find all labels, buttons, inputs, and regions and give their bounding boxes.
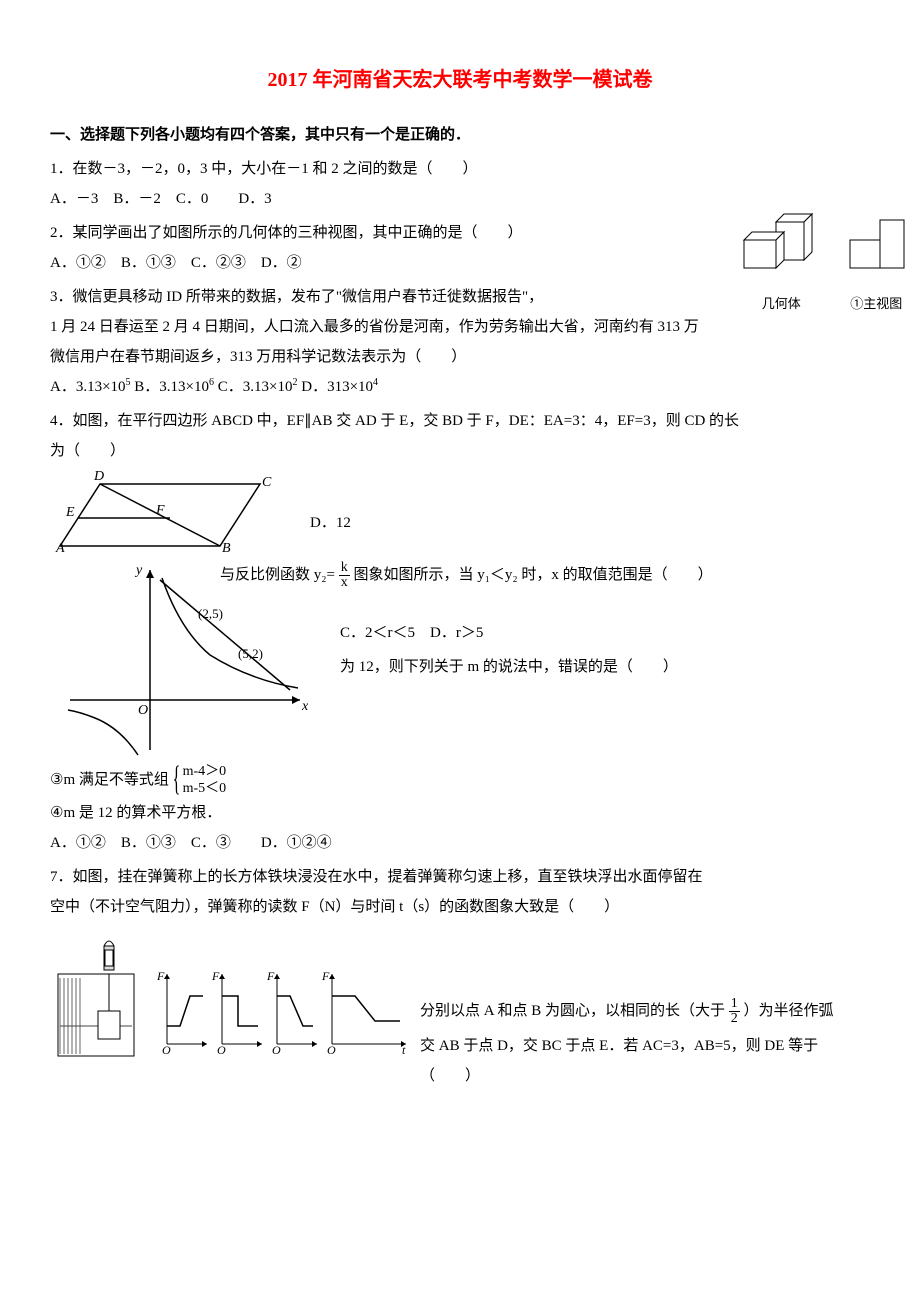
svg-text:F: F — [211, 969, 220, 983]
question-6: ③m 满足不等式组 m-4＞0 m-5＜0 ④m 是 12 的算术平方根． A．… — [50, 764, 870, 858]
q3-line2: 1 月 24 日春运至 2 月 4 日期间，人口流入最多的省份是河南，作为劳务输… — [50, 312, 870, 342]
graph-option-c: FO — [265, 966, 320, 1056]
graph-option-d: F Ot — [320, 966, 410, 1056]
q6-options: A．①② B．①③ C．③ D．①②④ — [50, 828, 870, 858]
label-A: A — [55, 541, 65, 556]
q3-line1: 3．微信更具移动 ID 所带来的数据，发布了"微信用户春节迁徙数据报告"， — [50, 282, 870, 312]
page-title: 2017 年河南省天宏大联考中考数学一模试卷 — [50, 60, 870, 100]
q8-mid3: 交 AB 于点 D，交 BC 于点 E．若 AC=3，AB=5，则 DE 等于（… — [420, 1038, 818, 1084]
label-D: D — [93, 469, 104, 484]
question-1: 1．在数－3，－2，0，3 中，大小在－1 和 2 之间的数是（ ） A．－3 … — [50, 154, 870, 214]
label-E: E — [65, 505, 75, 520]
svg-text:F: F — [156, 969, 165, 983]
fraction-k-over-x: kx — [339, 561, 350, 590]
inequality-system: m-4＞0 m-5＜0 — [173, 764, 227, 798]
q6-sys-label: ③m 满足不等式组 — [50, 772, 169, 788]
axis-y-label: y — [134, 563, 143, 578]
q1-stem: 1．在数－3，－2，0，3 中，大小在－1 和 2 之间的数是（ ） — [50, 154, 870, 184]
q5-stem-tail: 图象如图所示，当 y₁＜y₂ 时，x 的取值范围是（ ） — [353, 567, 712, 583]
svg-text:O: O — [162, 1043, 171, 1056]
section-heading: 一、选择题下列各小题均有四个答案，其中只有一个是正确的． — [50, 120, 870, 150]
q7-line2: 空中（不计空气阻力），弹簧称的读数 F（N）与时间 t（s）的函数图象大致是（ … — [50, 892, 870, 922]
label-B: B — [222, 541, 231, 556]
svg-text:O: O — [327, 1043, 336, 1056]
q3-options: A．3.13×105 B．3.13×106 C．3.13×102 D．313×1… — [50, 372, 870, 402]
question-2: 2．某同学画出了如图所示的几何体的三种视图，其中正确的是（ ） A．①② B．①… — [50, 218, 870, 278]
question-5: 与反比例函数 y₂= kx 图象如图所示，当 y₁＜y₂ 时，x 的取值范围是（… — [50, 560, 870, 760]
graph-option-a: FO — [155, 966, 210, 1056]
parallelogram-figure: A B C D E F — [50, 466, 280, 556]
q5-options-cd: C．2＜r＜5 D．r＞5 — [340, 618, 483, 648]
origin-label: O — [138, 703, 148, 718]
svg-text:O: O — [217, 1043, 226, 1056]
geom-solid-icon — [726, 210, 836, 280]
svg-text:F: F — [321, 969, 330, 983]
question-4: 4．如图，在平行四边形 ABCD 中，EF∥AB 交 AD 于 E，交 BD 于… — [50, 406, 870, 556]
label-C: C — [262, 475, 272, 490]
spring-apparatus-icon — [50, 926, 150, 1066]
front-view-icon — [840, 210, 920, 280]
q8-mid2: ）为半径作弧 — [744, 1003, 834, 1019]
question-7: 7．如图，挂在弹簧称上的长方体铁块浸没在水中，提着弹簧称匀速上移，直至铁块浮出水… — [50, 862, 870, 922]
q4-line2: 为（ ） — [50, 436, 870, 466]
question-3: 3．微信更具移动 ID 所带来的数据，发布了"微信用户春节迁徙数据报告"， 1 … — [50, 282, 870, 402]
graph-option-b: FO — [210, 966, 265, 1056]
axis-x-label: x — [301, 699, 309, 714]
line-and-hyperbola-figure: x y O (2,5) (5,2) — [50, 560, 320, 760]
point-2-5: (2,5) — [198, 606, 223, 621]
label-F: F — [155, 503, 165, 518]
svg-text:t: t — [402, 1043, 406, 1056]
svg-text:F: F — [266, 969, 275, 983]
fraction-1-over-2: 12 — [729, 997, 740, 1026]
q7-line1: 7．如图，挂在弹簧称上的长方体铁块浸没在水中，提着弹簧称匀速上移，直至铁块浮出水… — [50, 862, 870, 892]
q8-mid1: 分别以点 A 和点 B 为圆心，以相同的长（大于 — [420, 1003, 725, 1019]
svg-text:O: O — [272, 1043, 281, 1056]
bottom-figure-row: FO FO FO FOt 分别以点 A 和点 B 为圆心，以相同的长（大于 12… — [50, 926, 870, 1066]
q3-line3: 微信用户在春节期间返乡，313 万用科学记数法表示为（ ） — [50, 342, 870, 372]
q4-option-d: D．12 — [310, 508, 351, 538]
point-5-2: (5,2) — [238, 646, 263, 661]
q4-line1: 4．如图，在平行四边形 ABCD 中，EF∥AB 交 AD 于 E，交 BD 于… — [50, 406, 870, 436]
q6-stem-tail: 为 12，则下列关于 m 的说法中，错误的是（ ） — [340, 652, 678, 682]
